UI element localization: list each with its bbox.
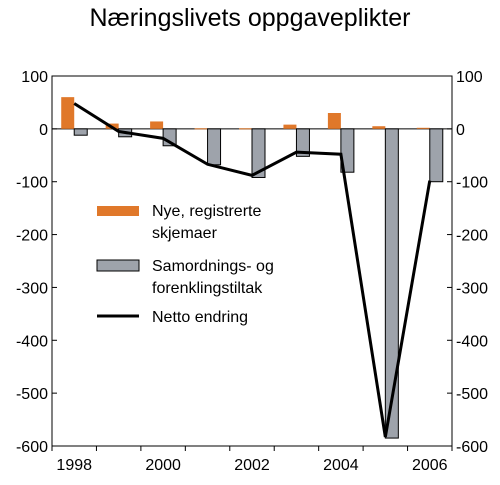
bars [61,97,444,439]
y-tick-label-left: -400 [16,333,48,350]
x-tick-label: 2006 [412,457,448,474]
line-netto-endring [73,102,432,438]
legend-label-samordning: forenklingstiltak [152,280,263,297]
bar-samordning-2006 [429,128,444,183]
x-tick-label: 2000 [145,457,181,474]
bar-nye-2002 [239,128,252,130]
legend-label-nye: Nye, registrerte [152,203,261,220]
x-tick-label: 1998 [56,457,92,474]
bar-samordning-2004 [340,128,355,173]
plot-border [51,75,453,447]
y-tick-label-right: -400 [456,333,488,350]
y-tick-label-left: -300 [16,280,48,297]
bar-samordning-1998 [73,128,88,136]
y-tick-label-left: -600 [16,439,48,456]
chart-title: Næringslivets oppgaveplikter [89,4,411,32]
y-tick-label-right: 0 [456,122,465,139]
legend: Nye, registrerte skjemaer Samordnings- og f… [96,203,274,326]
legend-swatch-nye [97,206,139,216]
net-line-group [73,102,432,438]
bar-nye-2006 [416,127,430,129]
legend-label-nye: skjemaer [152,225,218,242]
y-tick-label-right: -500 [456,386,488,403]
axes: 100 100 0 0 -100 -100 -200 -200 -300 -300 -400 -400… [16,69,488,474]
bar-samordning-2002 [251,128,266,178]
x-tick-label: 2002 [234,457,270,474]
legend-label-netto: Netto endring [152,309,248,326]
y-tick-label-right: -200 [456,228,488,245]
bar-nye-2004 [327,113,341,129]
x-tick-label: 2004 [323,457,359,474]
bar-nye-2001 [194,128,208,130]
y-tick-label-right: -100 [456,175,488,192]
y-tick-label-right: -300 [456,280,488,297]
bar-samordning-2005 [384,128,399,439]
bar-nye-1998 [61,97,75,129]
bar-nye-2000 [150,121,164,129]
bar-nye-2005 [372,126,386,129]
y-tick-label-left: -200 [16,228,48,245]
y-tick-label-left: 0 [39,122,48,139]
legend-swatch-samordning [96,259,140,272]
y-tick-label-right: -600 [456,439,488,456]
bar-samordning-2001 [207,128,222,166]
y-tick-label-left: 100 [21,69,48,86]
y-tick-label-left: -100 [16,175,48,192]
y-tick-label-left: -500 [16,386,48,403]
bar-samordning-2003 [295,128,310,157]
bar-nye-2003 [283,124,297,129]
legend-label-samordning: Samordnings- og [152,258,274,275]
y-tick-label-right: 100 [456,69,483,86]
